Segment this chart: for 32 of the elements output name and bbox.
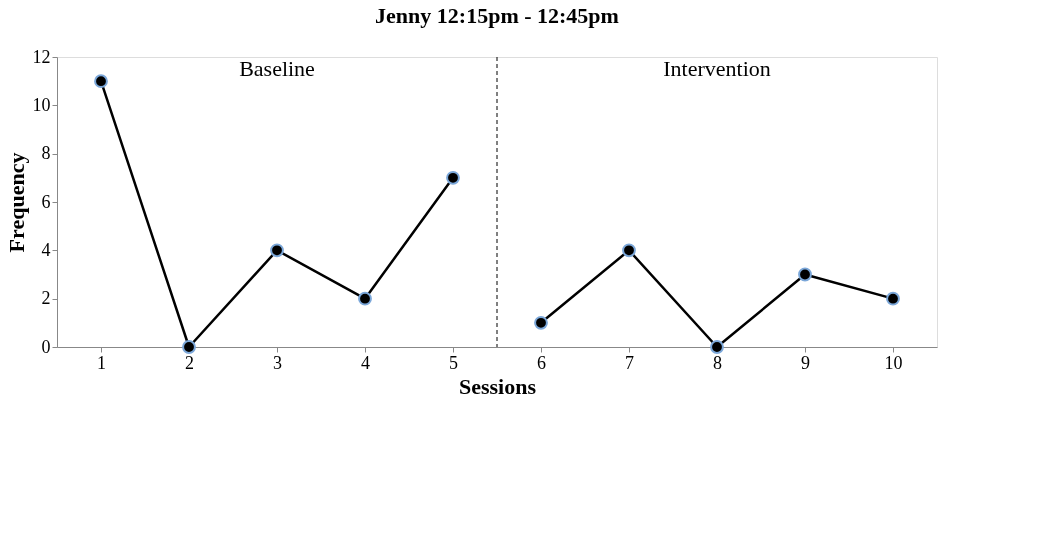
y-tick-label: 12	[32, 46, 51, 67]
point	[710, 340, 724, 354]
x-tick-label: 10	[884, 352, 903, 373]
point	[182, 340, 196, 354]
y-axis-title: Frequency	[3, 152, 29, 253]
x-tick-label: 9	[801, 352, 810, 373]
x-tick-label: 5	[449, 352, 458, 373]
point	[622, 243, 636, 258]
point	[798, 267, 812, 282]
x-axis-title: Sessions	[458, 373, 537, 399]
y-tick-label: 4	[41, 239, 51, 260]
y-tick-label: 2	[41, 288, 51, 309]
x-tick-label: 3	[273, 352, 282, 373]
point	[534, 315, 548, 330]
annotation: Baseline	[239, 56, 315, 81]
chart-title: Jenny 12:15pm - 12:45pm	[375, 3, 619, 28]
point	[358, 291, 372, 306]
annotation: Intervention	[663, 56, 771, 81]
point	[446, 170, 460, 185]
x-tick-label: 7	[625, 352, 634, 373]
x-tick-label: 2	[185, 352, 194, 373]
point	[886, 291, 900, 306]
y-tick-label: 0	[41, 336, 51, 357]
x-tick-label: 4	[361, 352, 370, 373]
point	[94, 74, 108, 89]
x-tick-label: 6	[537, 352, 546, 373]
point	[270, 243, 284, 258]
x-tick-label: 1	[97, 352, 106, 373]
y-tick-label: 10	[32, 94, 51, 115]
y-tick-label: 8	[41, 143, 51, 164]
y-tick-label: 6	[41, 191, 51, 212]
x-tick-label: 8	[713, 352, 722, 373]
